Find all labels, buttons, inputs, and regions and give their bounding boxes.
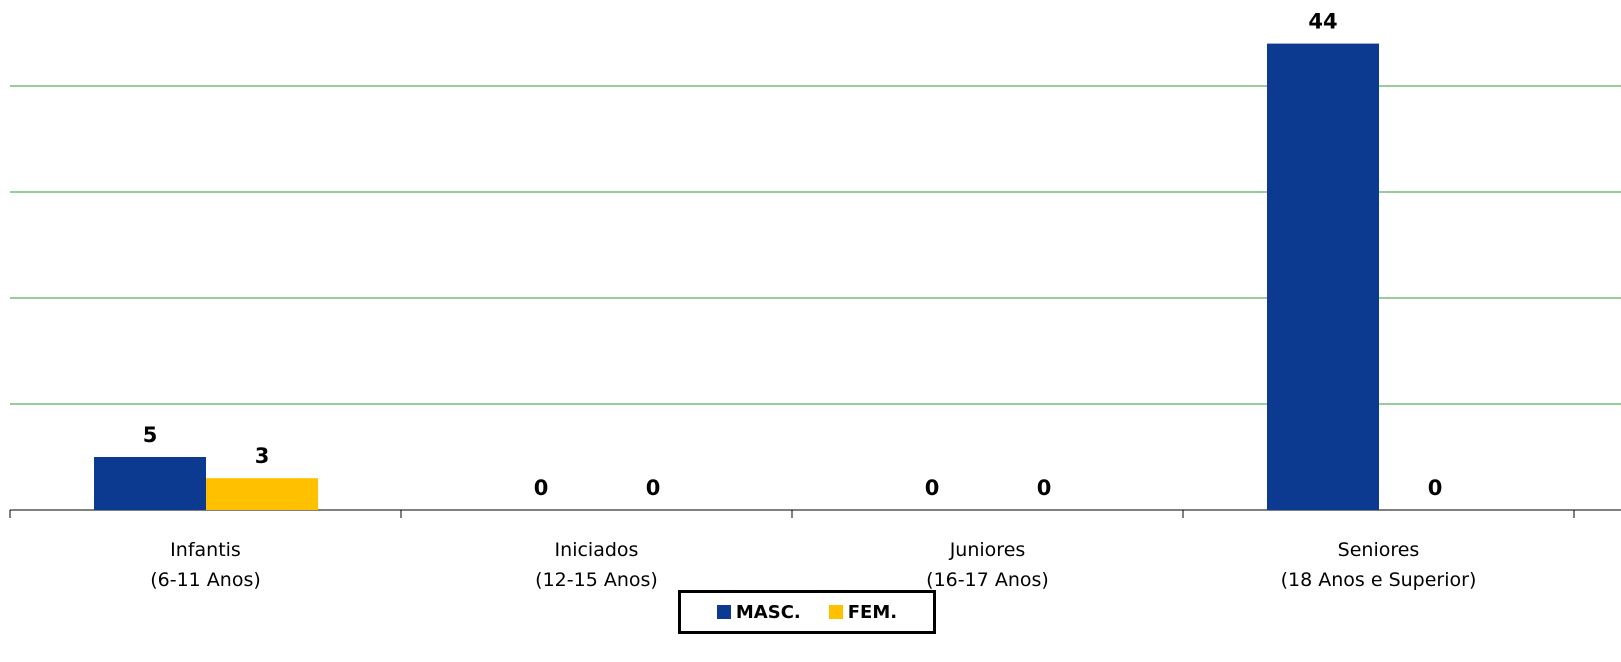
bar-masc-0 — [94, 457, 206, 510]
x-tick-label-3-1: (18 Anos e Superior) — [1281, 569, 1477, 591]
data-label-masc-0: 5 — [143, 423, 158, 447]
x-tick-label-1-0: Iniciados — [555, 539, 639, 561]
data-label-fem-2: 0 — [1037, 476, 1052, 500]
data-label-fem-1: 0 — [646, 476, 661, 500]
data-label-masc-3: 44 — [1308, 10, 1337, 34]
chart-legend: MASC. FEM. — [678, 590, 936, 634]
data-label-masc-2: 0 — [925, 476, 940, 500]
x-tick-label-0-1: (6-11 Anos) — [150, 569, 261, 591]
data-label-fem-0: 3 — [255, 444, 270, 468]
x-tick-label-2-0: Juniores — [949, 539, 1026, 561]
legend-label-masc: MASC. — [735, 601, 801, 623]
legend-swatch-fem — [828, 605, 843, 619]
x-tick-label-3-0: Seniores — [1338, 539, 1420, 561]
data-label-masc-1: 0 — [534, 476, 549, 500]
bar-masc-3 — [1267, 43, 1379, 510]
legend-item-masc: MASC. — [716, 601, 801, 623]
bar-fem-0 — [206, 478, 318, 510]
x-tick-label-1-1: (12-15 Anos) — [535, 569, 658, 591]
legend-swatch-masc — [716, 605, 731, 619]
legend-item-fem: FEM. — [828, 601, 898, 623]
data-label-fem-3: 0 — [1428, 476, 1443, 500]
legend-label-fem: FEM. — [847, 601, 898, 623]
x-tick-label-2-1: (16-17 Anos) — [926, 569, 1049, 591]
x-tick-label-0-0: Infantis — [170, 539, 241, 561]
